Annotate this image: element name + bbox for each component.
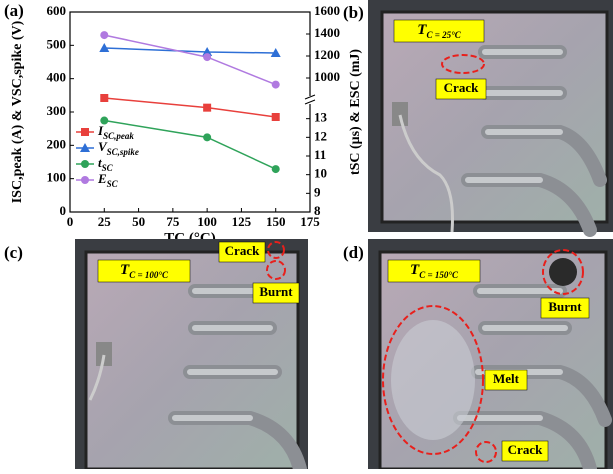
y2-tick-label: 1000: [314, 69, 340, 84]
y-tick-label: 600: [47, 3, 67, 18]
chip: [382, 12, 607, 222]
y2-axis-title: tSC (μs) & ESC (mJ): [348, 49, 363, 175]
defect-label: Crack: [444, 80, 479, 95]
marker: [272, 113, 280, 121]
x-tick-label: 75: [166, 214, 180, 229]
y-axis-title: ISC,peak (A) & VSC,spike (V): [10, 20, 25, 203]
x-tick-label: 25: [98, 214, 112, 229]
defect-label: Melt: [493, 371, 520, 386]
x-tick-label: 125: [232, 214, 252, 229]
panel-label: (b): [343, 3, 364, 22]
legend-label: VSC,spike: [98, 139, 139, 157]
defect-label: Burnt: [548, 299, 582, 314]
x-tick-label: 100: [197, 214, 217, 229]
marker: [81, 128, 89, 136]
photo-panel: (b) TC = 25°C Crack: [343, 0, 613, 232]
series-line: [104, 35, 275, 85]
marker: [272, 165, 280, 173]
marker: [203, 53, 211, 61]
x-tick-label: 0: [67, 214, 74, 229]
series-line: [104, 98, 275, 117]
marker: [203, 104, 211, 112]
x-tick-label: 50: [132, 214, 145, 229]
photo-panel: (c) TC = 100°C Crack Burnt: [4, 239, 308, 469]
y-tick-label: 300: [47, 103, 67, 118]
panel-label: (c): [4, 243, 23, 262]
series-line: [104, 48, 275, 53]
marker: [272, 81, 280, 89]
marker: [100, 31, 108, 39]
y-tick-label: 200: [47, 136, 67, 151]
y2-tick-label: 13: [314, 110, 328, 125]
y2-tick-label: 1600: [314, 3, 340, 18]
y-tick-label: 0: [60, 203, 67, 218]
y2-tick-label: 8: [314, 203, 321, 218]
y2-tick-label: 1200: [314, 47, 340, 62]
pad: [392, 102, 408, 126]
burn-mark: [549, 258, 577, 286]
marker: [203, 133, 211, 141]
defect-label: Burnt: [259, 284, 293, 299]
x-tick-label: 150: [266, 214, 286, 229]
y-tick-label: 500: [47, 36, 67, 51]
marker: [100, 117, 108, 125]
marker: [81, 160, 89, 168]
y2-tick-label: 1400: [314, 25, 340, 40]
y2-tick-label: 10: [314, 166, 327, 181]
figure: (a) 025507510012515017501002003004005006…: [0, 0, 613, 469]
series-line: [104, 121, 275, 170]
melt-area: [391, 320, 475, 440]
marker: [100, 94, 108, 102]
marker: [81, 176, 89, 184]
defect-label: Crack: [508, 442, 543, 457]
legend-label: ESC: [97, 171, 119, 189]
photo-panel: (d) TC = 150°C Burnt Melt Crack: [343, 239, 613, 469]
y2-tick-label: 11: [314, 147, 326, 162]
panel-label: (d): [343, 243, 364, 262]
y-tick-label: 400: [47, 70, 67, 85]
panel-label: (a): [4, 1, 24, 20]
y2-tick-label: 12: [314, 128, 327, 143]
y-tick-label: 100: [47, 170, 67, 185]
y2-tick-label: 9: [314, 184, 321, 199]
defect-label: Crack: [225, 243, 260, 258]
